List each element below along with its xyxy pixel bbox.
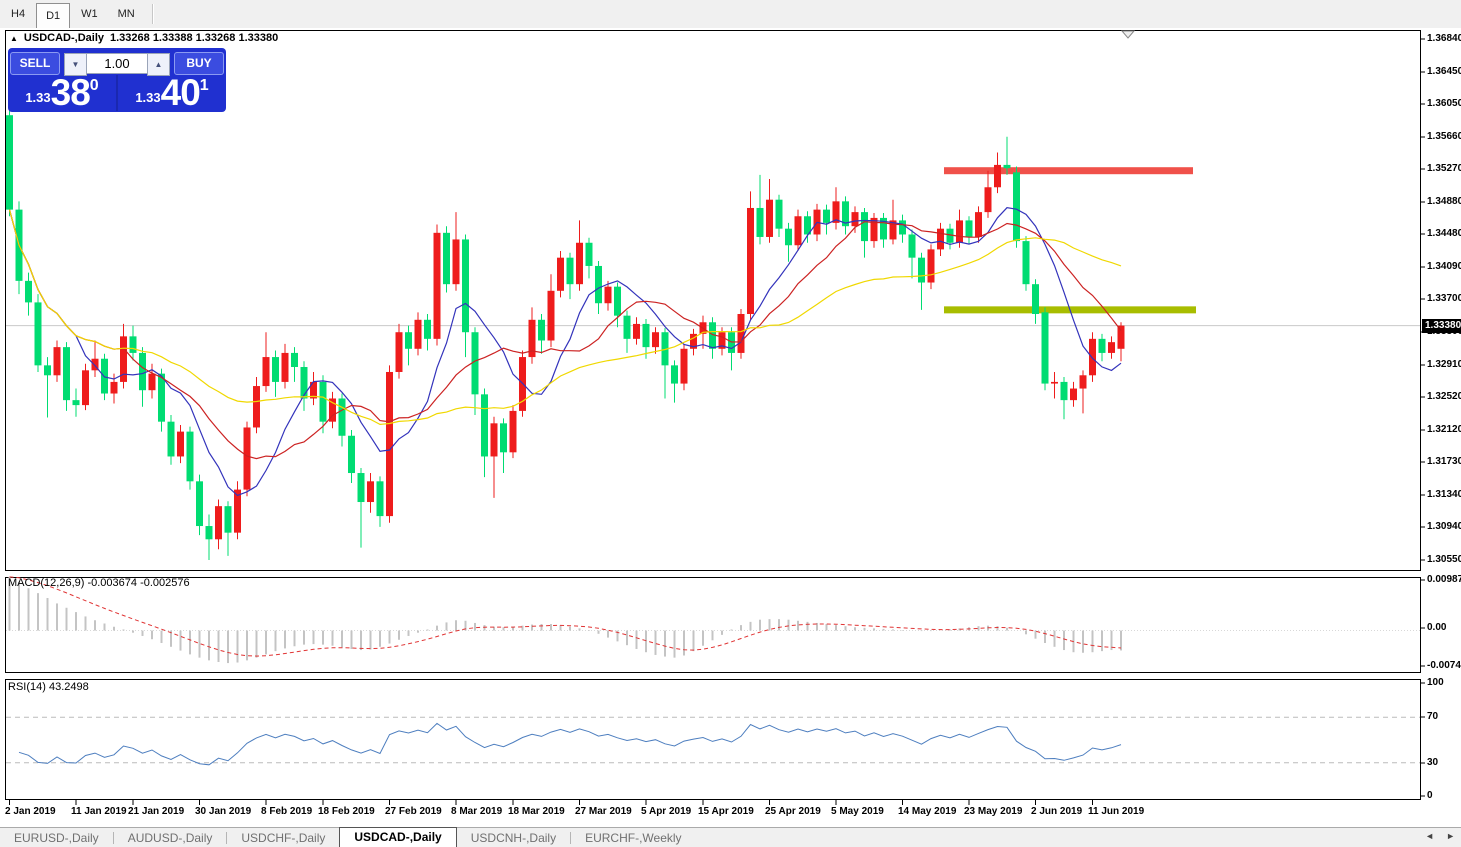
sell-price[interactable]: 1.33 38 0 xyxy=(8,72,118,113)
price-axis-label: 1.36840 xyxy=(1427,33,1461,44)
one-click-trading-panel: SELL ▼ 1.00 ▲ BUY 1.33 38 0 1.33 40 1 xyxy=(8,48,226,112)
sell-price-small: 1.33 xyxy=(25,90,51,105)
sell-price-big: 38 xyxy=(50,72,91,113)
tab-separator xyxy=(112,832,114,844)
current-price-tag: 1.33380 xyxy=(1422,319,1461,333)
price-axis-label: 1.30550 xyxy=(1427,554,1461,565)
price-axis-label: 1.33700 xyxy=(1427,293,1461,304)
chart-tab-eurchf[interactable]: EURCHF-,Weekly xyxy=(585,830,682,845)
date-axis-label: 18 Feb 2019 xyxy=(318,806,375,817)
price-axis-label: 1.34880 xyxy=(1427,196,1461,207)
price-axis-label: 1.34480 xyxy=(1427,228,1461,239)
rsi-label: RSI(14) 43.2498 xyxy=(8,681,89,693)
date-axis-label: 23 May 2019 xyxy=(964,806,1023,817)
buy-price-big: 40 xyxy=(160,72,201,113)
date-axis-label: 8 Feb 2019 xyxy=(261,806,313,817)
price-axis-label: 1.35270 xyxy=(1427,163,1461,174)
chart-tab-bar: EURUSD-,Daily AUDUSD-,Daily USDCHF-,Dail… xyxy=(0,827,1461,847)
symbol-ohlc-values: 1.33268 1.33388 1.33268 1.33380 xyxy=(110,32,279,44)
rsi-axis-label: 0 xyxy=(1427,790,1433,801)
date-axis-label: 30 Jan 2019 xyxy=(195,806,252,817)
symbol-name: USDCAD-,Daily xyxy=(23,32,104,44)
chart-tab-usdcad[interactable]: USDCAD-,Daily xyxy=(339,827,457,847)
volume-decrease-icon[interactable]: ▼ xyxy=(64,52,87,76)
date-axis-label: 27 Mar 2019 xyxy=(575,806,632,817)
buy-price-small: 1.33 xyxy=(135,90,161,105)
price-axis-label: 1.36050 xyxy=(1427,98,1461,109)
date-axis-label: 2 Jun 2019 xyxy=(1031,806,1083,817)
buy-price-sup: 1 xyxy=(199,77,209,94)
timeframe-tab-d1[interactable]: D1 xyxy=(36,2,71,29)
date-axis-label: 11 Jan 2019 xyxy=(71,806,127,817)
timeframe-tab-mn[interactable]: MN xyxy=(117,8,135,20)
date-axis-label: 11 Jun 2019 xyxy=(1088,806,1145,817)
price-axis-label: 1.34090 xyxy=(1427,261,1461,272)
rsi-axis-label: 100 xyxy=(1427,677,1444,688)
macd-axis-label: 0.00 xyxy=(1427,622,1447,633)
chart-tab-usdchf[interactable]: USDCHF-,Daily xyxy=(241,830,326,845)
date-axis-label: 5 May 2019 xyxy=(831,806,884,817)
price-axis-label: 1.32520 xyxy=(1427,391,1461,402)
chart-tab-eurusd[interactable]: EURUSD-,Daily xyxy=(14,830,99,845)
chart-tab-usdcnh[interactable]: USDCNH-,Daily xyxy=(470,830,557,845)
chart-tab-audusd[interactable]: AUDUSD-,Daily xyxy=(127,830,213,845)
symbol-header: ▲ USDCAD-,Daily 1.33268 1.33388 1.33268 … xyxy=(10,32,278,44)
tab-separator xyxy=(226,832,228,844)
price-axis-label: 1.31730 xyxy=(1427,456,1461,467)
panel-splitter[interactable] xyxy=(0,673,1461,679)
buy-button[interactable]: BUY xyxy=(174,51,224,75)
volume-increase-icon[interactable]: ▲ xyxy=(147,52,170,76)
tab-separator xyxy=(570,832,572,844)
price-axis-label: 1.32910 xyxy=(1427,359,1461,370)
rsi-axis-label: 30 xyxy=(1427,757,1439,768)
tab-scroll-right-icon[interactable]: ► xyxy=(1446,831,1455,841)
timeframe-tab-w1[interactable]: W1 xyxy=(81,8,98,20)
price-axis-label: 1.32120 xyxy=(1427,424,1461,435)
buy-price[interactable]: 1.33 40 1 xyxy=(118,72,226,113)
date-axis-label: 27 Feb 2019 xyxy=(385,806,442,817)
date-axis-label: 18 Mar 2019 xyxy=(508,806,565,817)
date-axis-label: 14 May 2019 xyxy=(898,806,957,817)
price-axis-label: 1.36450 xyxy=(1427,66,1461,77)
macd-axis-label: -0.007463 xyxy=(1427,660,1461,671)
panel-splitter[interactable] xyxy=(0,571,1461,577)
price-axis-label: 1.30940 xyxy=(1427,521,1461,532)
date-axis-label: 21 Jan 2019 xyxy=(128,806,185,817)
sell-price-sup: 0 xyxy=(89,77,99,94)
volume-value[interactable]: 1.00 xyxy=(87,52,147,74)
trade-controls-row: SELL ▼ 1.00 ▲ BUY xyxy=(8,51,226,76)
date-axis-label: 5 Apr 2019 xyxy=(641,806,692,817)
sell-button[interactable]: SELL xyxy=(10,51,60,75)
date-axis-label: 15 Apr 2019 xyxy=(698,806,754,817)
tab-scroll-controls: ◄ ► xyxy=(1425,831,1455,841)
rsi-axis-label: 70 xyxy=(1427,711,1439,722)
price-axis-label: 1.31340 xyxy=(1427,489,1461,500)
tab-scroll-left-icon[interactable]: ◄ xyxy=(1425,831,1435,841)
collapse-panel-icon[interactable]: ▲ xyxy=(10,33,18,43)
volume-stepper: ▼ 1.00 ▲ xyxy=(64,52,170,76)
macd-label: MACD(12,26,9) -0.003674 -0.002576 xyxy=(8,577,190,589)
toolbar-separator xyxy=(151,4,154,24)
date-axis-label: 2 Jan 2019 xyxy=(5,806,56,817)
timeframe-tab-h4[interactable]: H4 xyxy=(11,8,26,20)
macd-axis-label: 0.009874 xyxy=(1427,574,1461,585)
trade-prices-row: 1.33 38 0 1.33 40 1 xyxy=(8,72,226,113)
date-axis-label: 8 Mar 2019 xyxy=(451,806,503,817)
price-axis-label: 1.35660 xyxy=(1427,131,1461,142)
date-axis-label: 25 Apr 2019 xyxy=(765,806,821,817)
